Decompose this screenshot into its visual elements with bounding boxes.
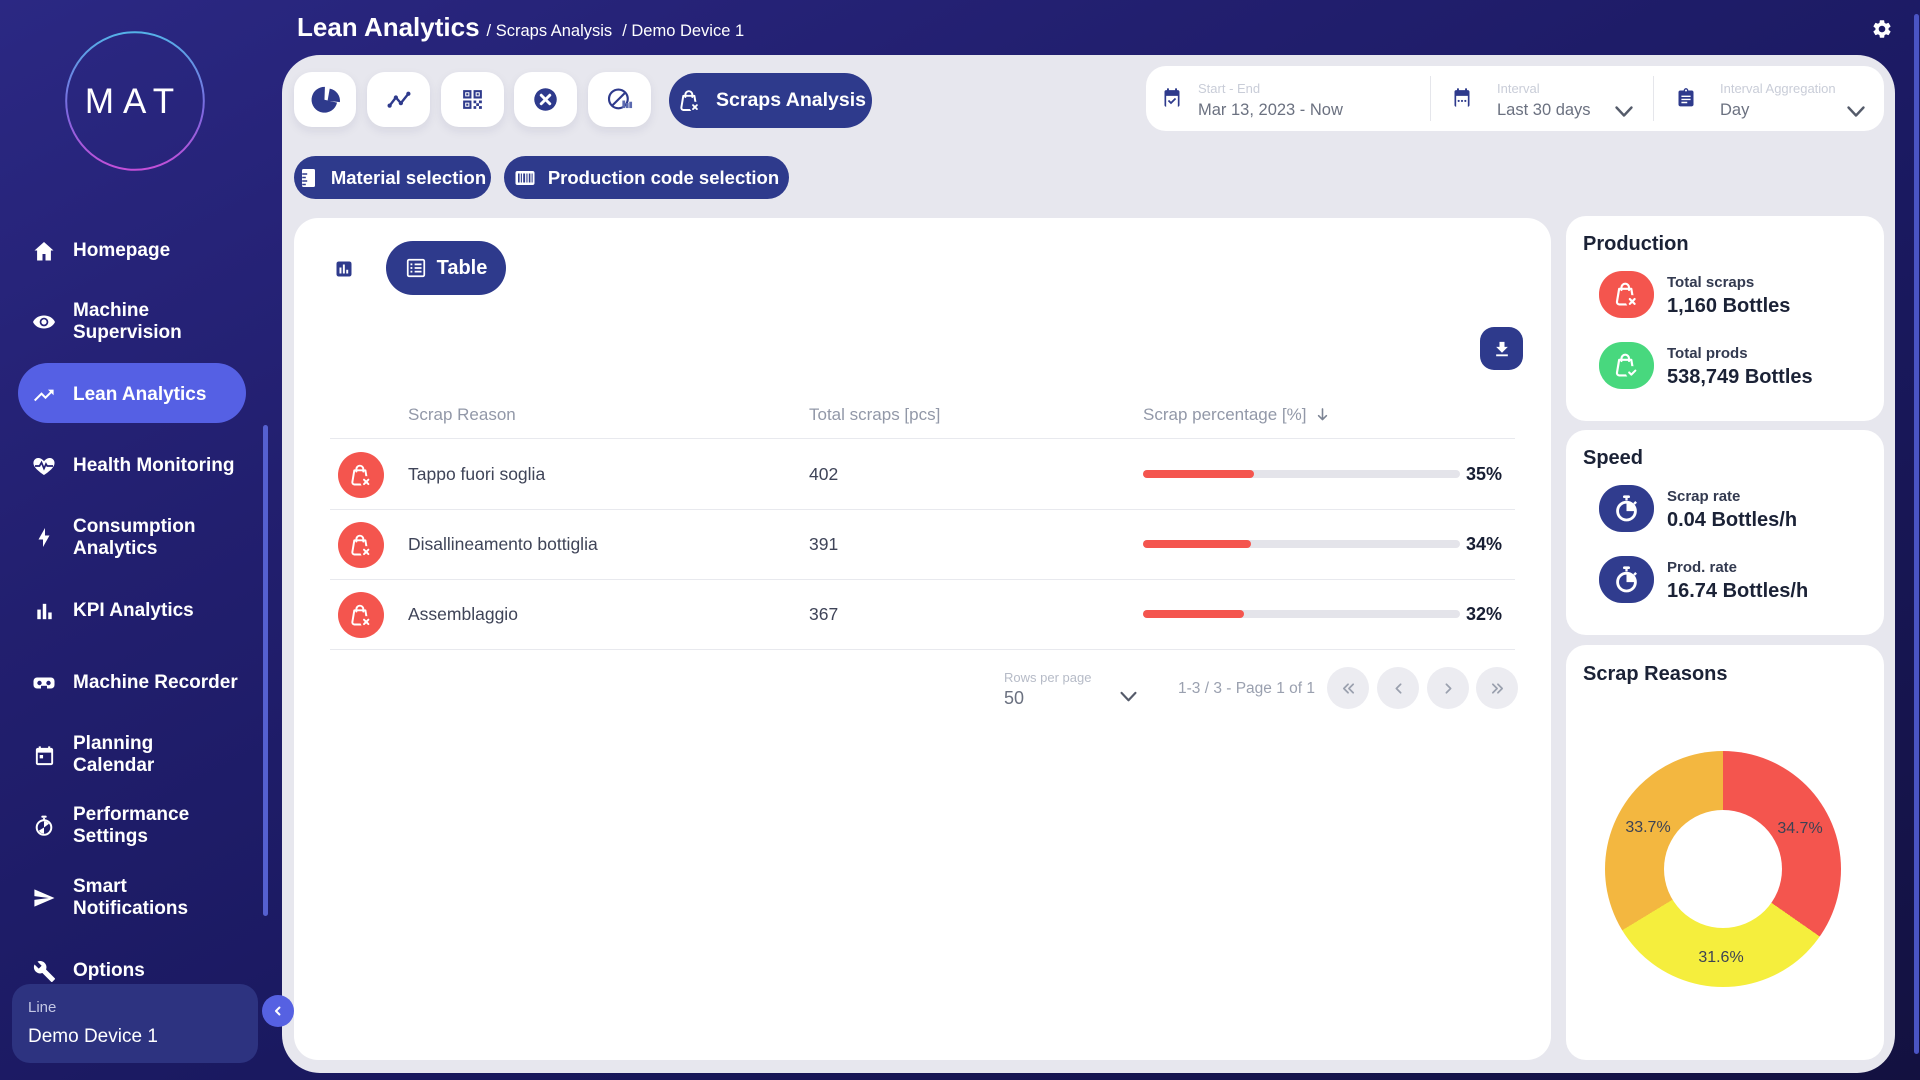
svg-text:MAT: MAT [85,82,183,121]
